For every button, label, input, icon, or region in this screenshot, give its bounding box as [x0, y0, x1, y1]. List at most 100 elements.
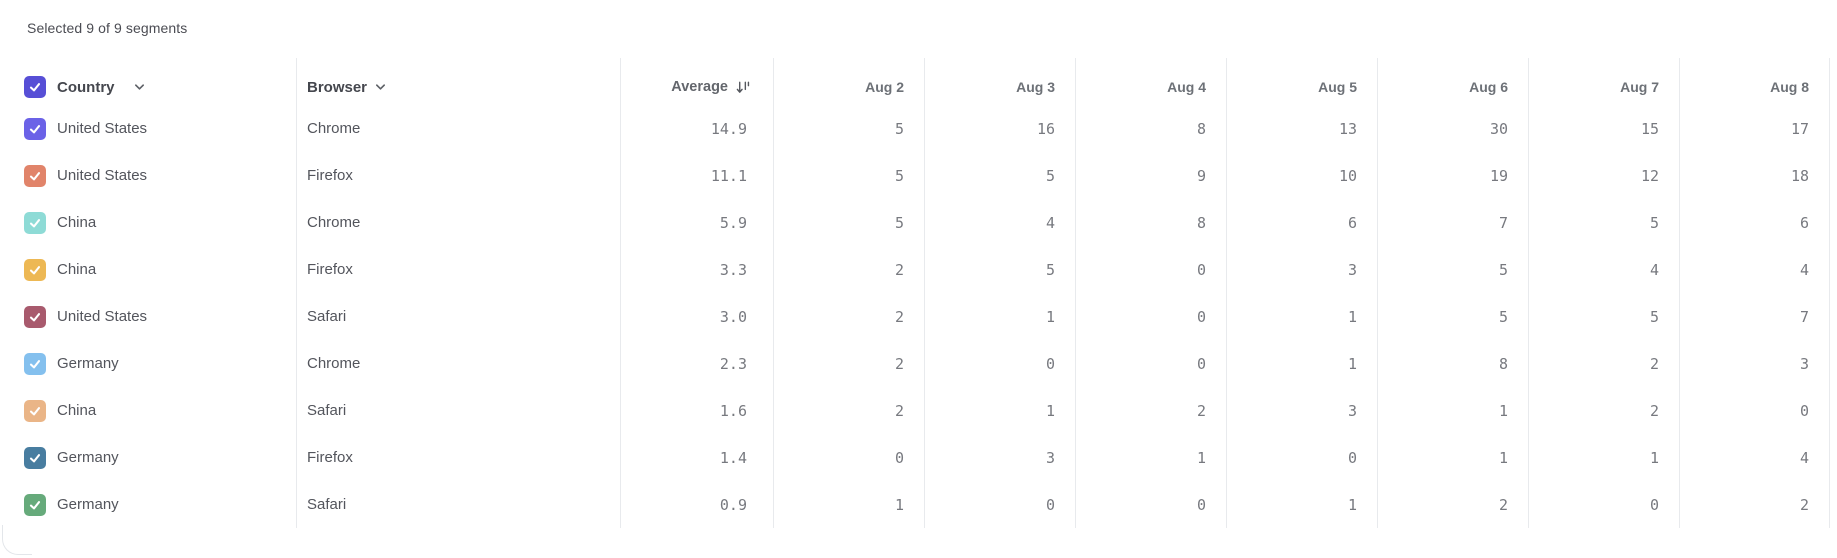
- value-cell: 4: [1679, 246, 1830, 293]
- value-cell: 1: [924, 387, 1075, 434]
- value-cell: 5: [773, 105, 924, 152]
- value-cell: 7: [1679, 293, 1830, 340]
- checkmark-icon: [29, 359, 41, 368]
- row-checkbox[interactable]: [24, 258, 46, 281]
- value-cell: 1: [924, 293, 1075, 340]
- value-cell: 4: [1679, 434, 1830, 481]
- column-header-average[interactable]: Average: [620, 58, 773, 116]
- value-cell: 2: [773, 387, 924, 434]
- value-cell: 1: [1226, 481, 1377, 528]
- value-cell: 0: [1679, 387, 1830, 434]
- table-row-country-cell: China: [0, 387, 296, 434]
- browser-cell: Safari: [296, 481, 620, 528]
- country-label: China: [57, 261, 97, 278]
- value-cell: 12: [1528, 152, 1679, 199]
- value-cell: 3: [1679, 340, 1830, 387]
- value-cell: 3: [1226, 387, 1377, 434]
- selection-status: Selected 9 of 9 segments: [27, 20, 188, 36]
- value-cell: 15: [1528, 105, 1679, 152]
- value-cell: 5: [1377, 246, 1528, 293]
- value-cell: 2: [1528, 387, 1679, 434]
- value-cell: 2: [1679, 481, 1830, 528]
- value-cell: 5: [924, 246, 1075, 293]
- value-cell: 7: [1377, 199, 1528, 246]
- table-row-country-cell: United States: [0, 105, 296, 152]
- value-cell: 1: [1075, 434, 1226, 481]
- value-cell: 6: [1679, 199, 1830, 246]
- value-cell: 0: [1075, 246, 1226, 293]
- browser-cell: Chrome: [296, 340, 620, 387]
- value-cell: 5: [1528, 199, 1679, 246]
- browser-cell: Safari: [296, 293, 620, 340]
- column-header-browser[interactable]: Browser: [296, 58, 620, 116]
- column-header-aug-2: Aug 2: [773, 58, 924, 116]
- row-checkbox[interactable]: [24, 352, 46, 375]
- browser-header-label: Browser: [307, 78, 368, 96]
- column-header-country[interactable]: Country: [0, 58, 296, 116]
- column-header-aug-7: Aug 7: [1528, 58, 1679, 116]
- checkmark-icon: [29, 312, 41, 321]
- row-checkbox[interactable]: [24, 446, 46, 469]
- row-checkbox[interactable]: [24, 493, 46, 516]
- value-cell: 0: [1226, 434, 1377, 481]
- value-cell: 3: [1226, 246, 1377, 293]
- segments-table: Country Browser Average Aug 2 Aug 3 Aug …: [0, 58, 1830, 528]
- value-cell: 0: [924, 340, 1075, 387]
- value-cell: 0: [1075, 340, 1226, 387]
- value-cell: 8: [1377, 340, 1528, 387]
- table-row-country-cell: United States: [0, 293, 296, 340]
- value-cell: 1: [773, 481, 924, 528]
- country-label: Germany: [57, 355, 119, 372]
- value-cell: 5: [1377, 293, 1528, 340]
- select-all-checkbox[interactable]: [24, 76, 46, 98]
- value-cell: 0: [773, 434, 924, 481]
- value-cell: 0: [1528, 481, 1679, 528]
- average-cell: 2.3: [620, 340, 773, 387]
- value-cell: 3: [924, 434, 1075, 481]
- browser-cell: Firefox: [296, 152, 620, 199]
- row-checkbox[interactable]: [24, 399, 46, 422]
- value-cell: 6: [1226, 199, 1377, 246]
- checkmark-icon: [29, 171, 41, 180]
- table-row-country-cell: China: [0, 246, 296, 293]
- column-header-aug-3: Aug 3: [924, 58, 1075, 116]
- value-cell: 19: [1377, 152, 1528, 199]
- average-cell: 1.4: [620, 434, 773, 481]
- value-cell: 30: [1377, 105, 1528, 152]
- table-row-country-cell: Germany: [0, 481, 296, 528]
- value-cell: 16: [924, 105, 1075, 152]
- value-cell: 2: [773, 293, 924, 340]
- sort-descending-icon: [736, 81, 750, 93]
- row-checkbox[interactable]: [24, 211, 46, 234]
- value-cell: 10: [1226, 152, 1377, 199]
- value-cell: 13: [1226, 105, 1377, 152]
- value-cell: 2: [1075, 387, 1226, 434]
- browser-cell: Firefox: [296, 434, 620, 481]
- browser-cell: Chrome: [296, 105, 620, 152]
- row-checkbox[interactable]: [24, 305, 46, 328]
- row-checkbox[interactable]: [24, 117, 46, 140]
- value-cell: 1: [1377, 387, 1528, 434]
- table-row-country-cell: Germany: [0, 340, 296, 387]
- value-cell: 2: [773, 340, 924, 387]
- checkmark-icon: [29, 218, 41, 227]
- value-cell: 2: [1377, 481, 1528, 528]
- value-cell: 0: [1075, 293, 1226, 340]
- chevron-down-icon: [376, 84, 386, 90]
- average-header-label: Average: [671, 79, 728, 95]
- value-cell: 1: [1528, 434, 1679, 481]
- checkmark-icon: [29, 124, 41, 133]
- checkmark-icon: [29, 83, 41, 92]
- row-checkbox[interactable]: [24, 164, 46, 187]
- table-row-country-cell: United States: [0, 152, 296, 199]
- value-cell: 4: [924, 199, 1075, 246]
- average-cell: 1.6: [620, 387, 773, 434]
- value-cell: 8: [1075, 105, 1226, 152]
- value-cell: 1: [1377, 434, 1528, 481]
- average-cell: 3.0: [620, 293, 773, 340]
- card-corner: [2, 525, 32, 555]
- country-header-label: Country: [57, 78, 115, 96]
- table-row-country-cell: Germany: [0, 434, 296, 481]
- column-header-aug-6: Aug 6: [1377, 58, 1528, 116]
- checkmark-icon: [29, 406, 41, 415]
